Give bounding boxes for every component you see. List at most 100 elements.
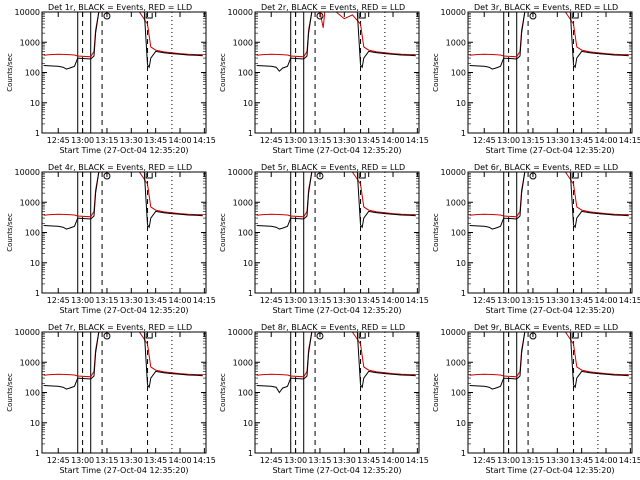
x-axis-label: Start Time (27-Oct-04 12:35:20) [59,306,188,315]
x-tick-label: 13:15 [521,136,544,145]
y-tick-label: 1 [35,129,40,138]
x-tick-label: 13:30 [546,136,569,145]
y-tick-label: 10000 [441,168,466,177]
x-tick-label: 13:45 [570,296,593,305]
panel-title: Det 6r, BLACK = Events, RED = LLD [474,163,618,172]
y-tick-label: 1000 [233,198,253,207]
y-tick-label: 10 [243,259,253,268]
x-tick-label: 13:00 [71,456,94,465]
x-tick-label: 13:15 [308,456,331,465]
x-tick-label: 13:15 [95,296,118,305]
y-tick-label: 10000 [15,8,40,17]
top-bracket-symbol [571,173,579,179]
top-circle-symbol [103,172,111,180]
top-circle-symbol [103,12,111,20]
detector-panel-7: Det 7r, BLACK = Events, RED = LLD 1 10 100 1… [6,323,216,475]
lld-rate-line [256,12,416,58]
top-bracket-symbol [358,173,366,179]
y-tick-label: 1 [35,289,40,298]
top-circle-symbol [529,172,537,180]
plot-frame [467,331,633,454]
y-tick-label: 1 [461,289,466,298]
x-tick-label: 13:45 [357,296,380,305]
x-tick-label: 13:00 [71,136,94,145]
events-rate-line [43,12,203,70]
x-tick-label: 13:15 [521,296,544,305]
x-tick-label: 13:30 [333,296,356,305]
x-tick-label: 14:15 [619,136,640,145]
x-tick-label: 14:15 [619,456,640,465]
plot-frame [41,171,207,294]
y-tick-label: 100 [25,389,40,398]
y-tick-label: 10000 [228,328,253,337]
panel-title: Det 5r, BLACK = Events, RED = LLD [261,163,405,172]
x-tick-label: 13:45 [570,136,593,145]
x-axis-label: Start Time (27-Oct-04 12:35:20) [272,306,401,315]
x-tick-label: 13:00 [497,136,520,145]
x-tick-label: 12:45 [47,296,70,305]
x-axis-label: Start Time (27-Oct-04 12:35:20) [485,466,614,475]
y-tick-label: 1000 [446,358,466,367]
detector-panel-8: Det 8r, BLACK = Events, RED = LLD 1 10 100 1… [219,323,429,475]
y-tick-label: 100 [451,69,466,78]
events-rate-line [256,332,416,394]
x-axis-label: Start Time (27-Oct-04 12:35:20) [272,146,401,155]
y-axis-label: Counts/sec [432,213,440,252]
events-rate-line [43,172,203,230]
x-tick-label: 13:30 [120,456,143,465]
y-tick-label: 10 [30,259,40,268]
x-tick-label: 12:45 [260,296,283,305]
x-tick-label: 14:15 [619,296,640,305]
x-tick-label: 13:45 [144,296,167,305]
top-bracket-symbol [358,333,366,339]
y-axis-label: Counts/sec [432,373,440,412]
panel-title: Det 2r, BLACK = Events, RED = LLD [261,3,405,12]
y-tick-label: 100 [238,229,253,238]
x-tick-label: 13:45 [570,456,593,465]
x-tick-label: 13:30 [120,136,143,145]
y-tick-label: 1 [461,449,466,458]
x-axis-label: Start Time (27-Oct-04 12:35:20) [59,466,188,475]
panel-title: Det 8r, BLACK = Events, RED = LLD [261,323,405,332]
detector-panel-4: Det 4r, BLACK = Events, RED = LLD 1 10 100 1… [6,163,216,315]
plot-frame [41,331,207,454]
x-axis-label: Start Time (27-Oct-04 12:35:20) [272,466,401,475]
x-tick-label: 12:45 [260,456,283,465]
x-tick-label: 14:15 [193,456,216,465]
y-tick-label: 1000 [446,198,466,207]
x-tick-label: 12:45 [47,456,70,465]
detector-panel-2: Det 2r, BLACK = Events, RED = LLD 1 10 100 1… [219,3,429,155]
y-tick-label: 1000 [233,358,253,367]
x-tick-label: 13:30 [333,456,356,465]
x-tick-label: 14:00 [381,136,404,145]
plot-frame [254,11,420,134]
x-tick-label: 13:00 [284,456,307,465]
y-axis-label: Counts/sec [432,53,440,92]
y-tick-label: 1000 [20,198,40,207]
x-tick-label: 13:00 [497,456,520,465]
events-rate-line [256,172,416,230]
panel-title: Det 1r, BLACK = Events, RED = LLD [48,3,192,12]
top-circle-symbol [529,332,537,340]
x-tick-label: 13:45 [357,136,380,145]
y-tick-label: 100 [25,229,40,238]
lld-rate-line [469,12,629,58]
events-rate-line [469,172,629,230]
x-tick-label: 14:15 [193,136,216,145]
x-axis-label: Start Time (27-Oct-04 12:35:20) [485,146,614,155]
y-axis-label: Counts/sec [6,373,14,412]
y-tick-label: 10000 [441,328,466,337]
x-tick-label: 13:15 [308,296,331,305]
y-tick-label: 10000 [441,8,466,17]
plot-frame [467,171,633,294]
x-tick-label: 13:15 [95,456,118,465]
detector-panel-5: Det 5r, BLACK = Events, RED = LLD 1 10 100 1… [219,163,429,315]
x-tick-label: 13:15 [521,456,544,465]
y-axis-label: Counts/sec [6,213,14,252]
x-tick-label: 13:45 [144,456,167,465]
y-tick-label: 1000 [446,38,466,47]
x-axis-label: Start Time (27-Oct-04 12:35:20) [485,306,614,315]
y-tick-label: 10000 [228,8,253,17]
y-axis-label: Counts/sec [219,213,227,252]
